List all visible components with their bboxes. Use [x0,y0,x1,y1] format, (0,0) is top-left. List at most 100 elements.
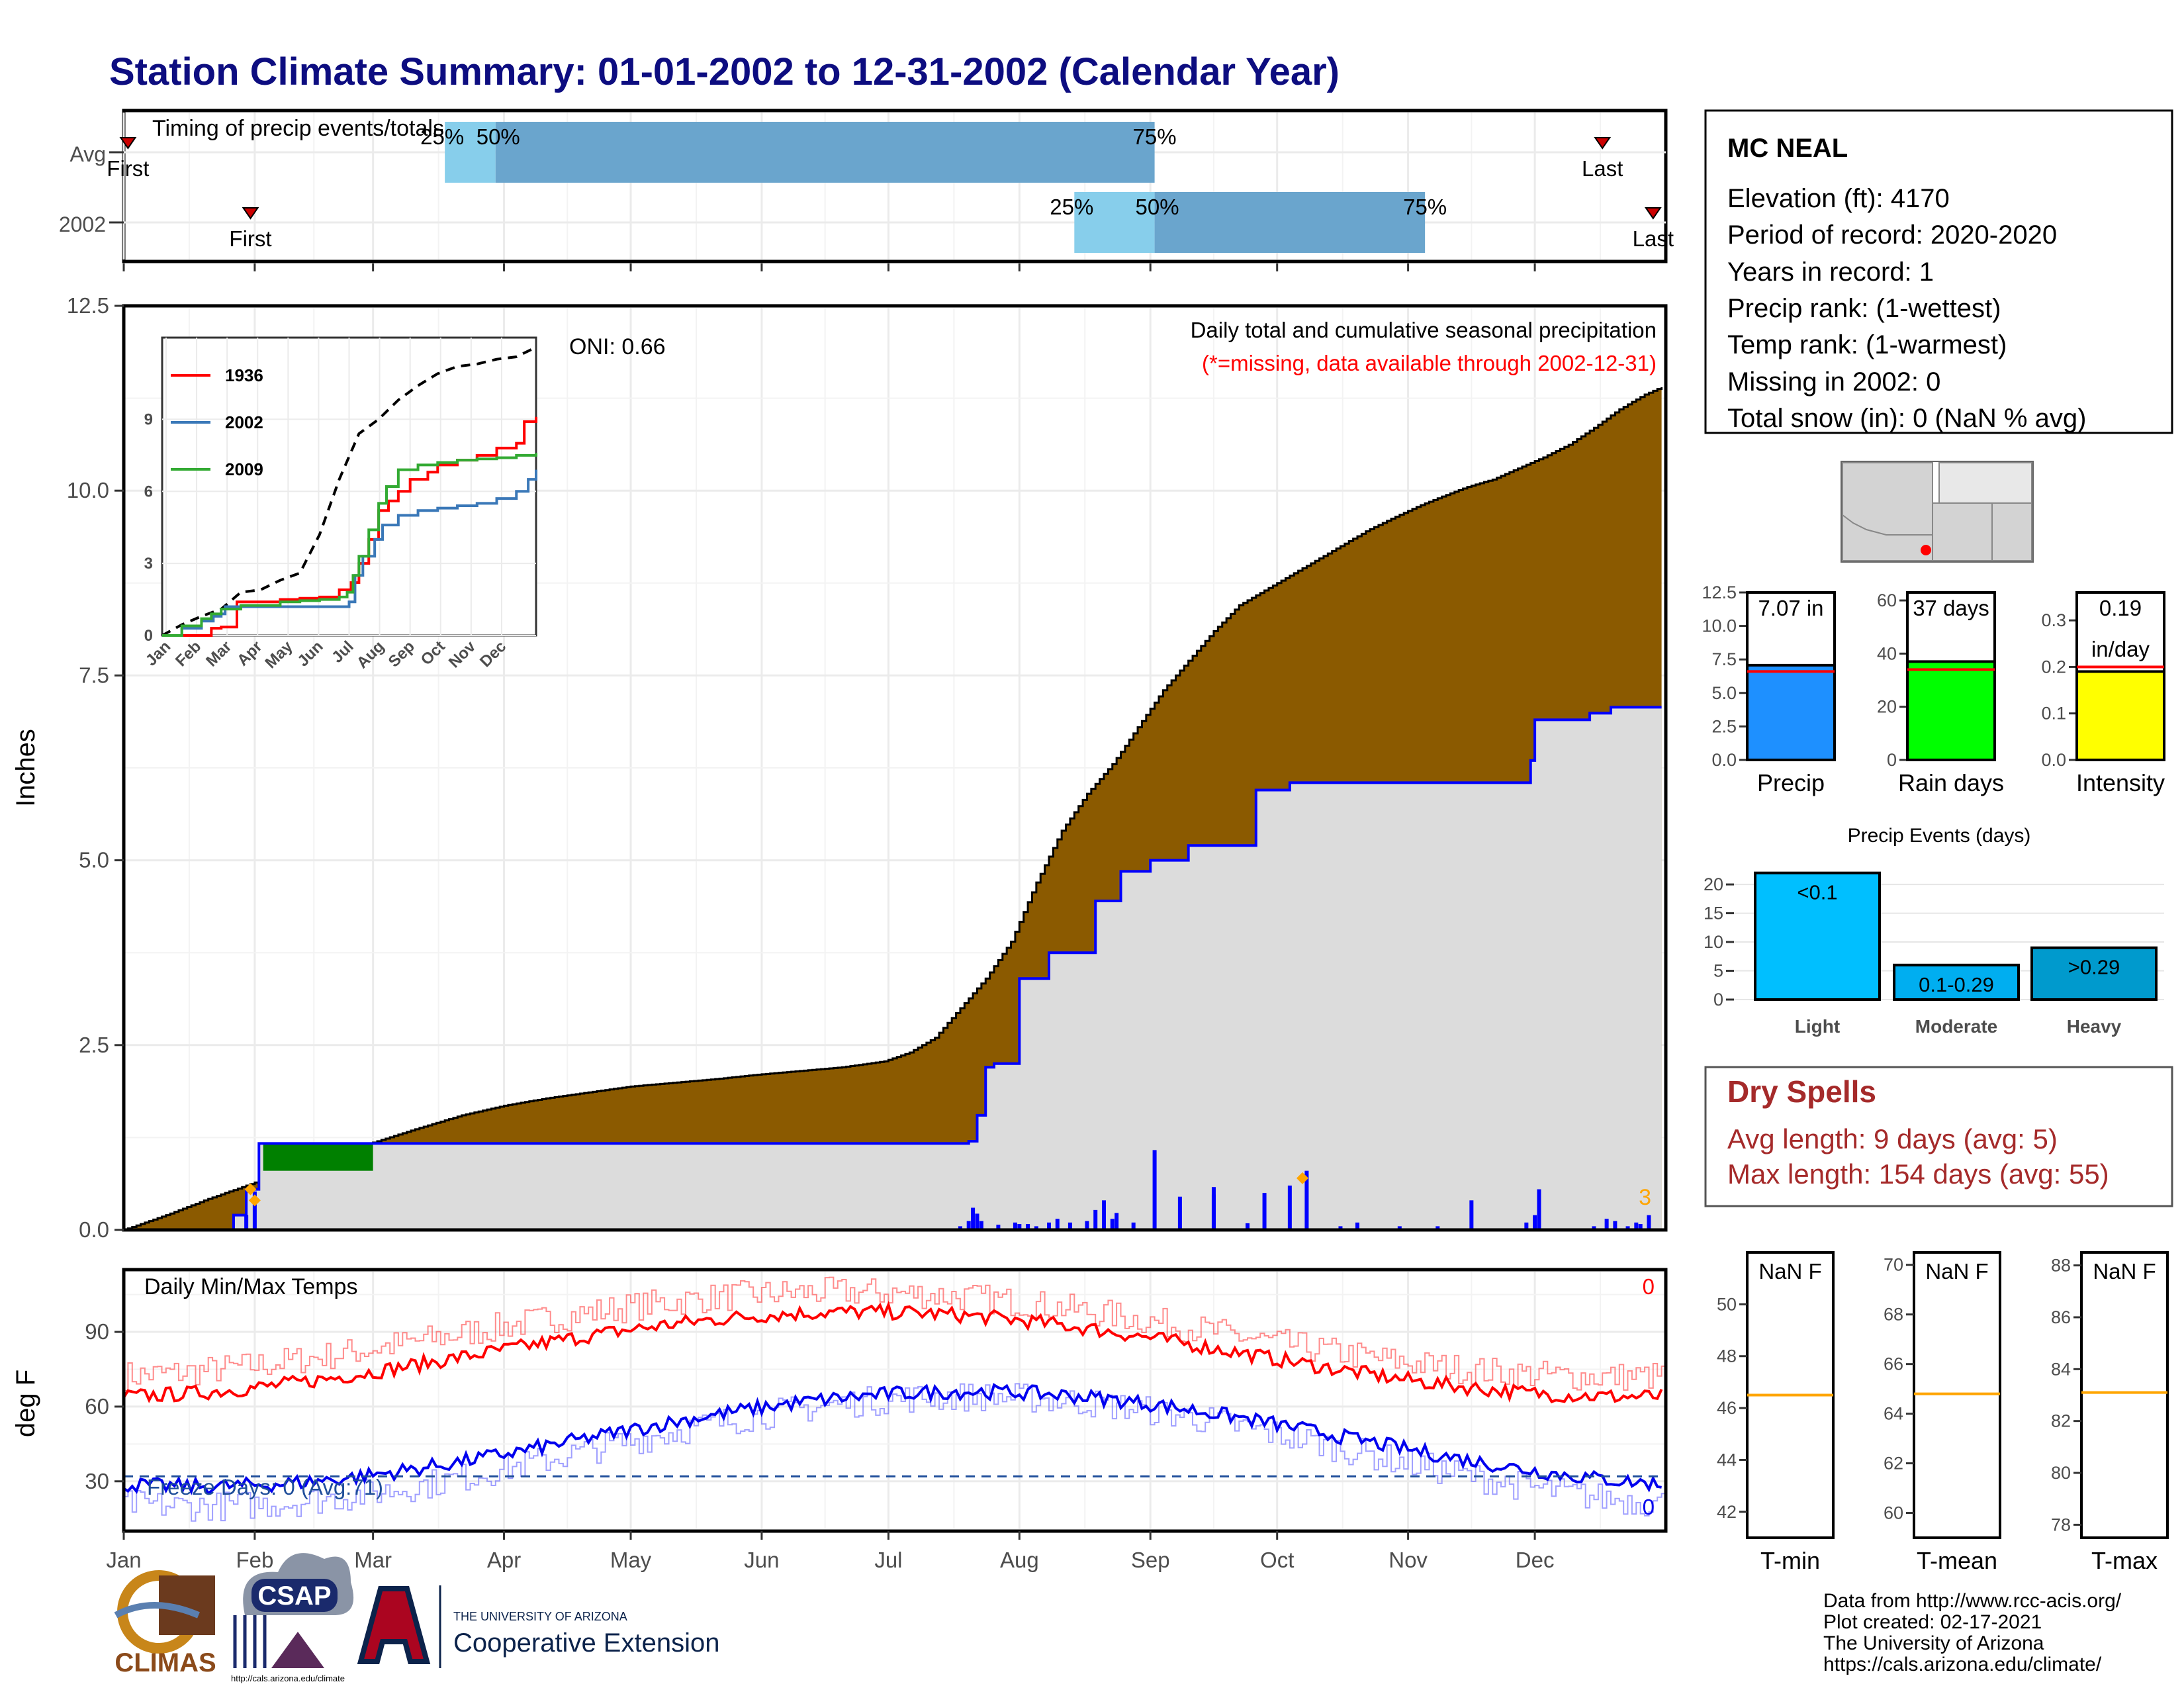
temp-panel-title: Daily Min/Max Temps [144,1274,357,1299]
mini-y-tick-label: 10.0 [1702,616,1737,636]
daily-precip-bar [1338,1226,1343,1230]
mini-value-bar [2075,670,2165,761]
mini-y-tick-label: 0.0 [2041,750,2066,770]
inset-y-tick-label: 0 [144,627,153,645]
events-bar [1893,963,2020,1001]
temp-box-y-tick-label: 50 [1717,1294,1737,1314]
max-temp-record-line [124,1276,1666,1391]
ua-logo-mark [357,1586,431,1664]
station-elevation: Elevation (ft): 4170 [1727,184,1950,213]
precip-y-tick-label: 10.0 [67,478,109,502]
precip-y-tick-label: 2.5 [79,1033,109,1057]
temp-plot-area [122,1276,1666,1522]
mini-y-tick-label: 12.5 [1702,583,1737,602]
mini-y-tick-label: 0.2 [2041,657,2066,677]
month-tick-label: Feb [236,1548,273,1572]
daily-precip-bar [1435,1226,1440,1230]
mini-charts: 0.0 2.5 5.0 7.5 10.0 12.5 7.07 in Precip 0 20 40 60… [1702,583,2165,796]
csap-logo-bars [233,1615,267,1668]
precip-panel-frame [122,304,1668,1232]
dry-spells-avg-length: Avg length: 9 days (avg: 5) [1727,1123,2058,1154]
climas-logo-text: CLIMAS [114,1648,216,1677]
month-tick-label: Jan [106,1548,141,1572]
max-temp-count: 0 [1643,1274,1655,1299]
mini-y-tick-label: 0.3 [2041,610,2066,630]
mini-y-tick-label: 20 [1877,697,1897,717]
inset-legend-label: 1936 [225,365,263,385]
timing-last-marker [1644,207,1662,220]
timing-panel-title: Timing of precip events/totals [152,116,444,141]
temp-box-y-tick-label: 82 [2051,1411,2071,1431]
mini-y-tick-label: 0 [1887,750,1897,770]
mini-y-tick-label: 5.0 [1711,683,1737,703]
daily-precip-bar [1524,1222,1529,1230]
daily-precip-bar [958,1226,962,1230]
missing-data-marker [1297,1172,1309,1184]
temp-y-tick-label: 60 [85,1394,109,1419]
month-tick-label: Sep [1131,1548,1170,1572]
station-missing: Missing in 2002: 0 [1727,367,1940,397]
daily-precip-bar [979,1221,983,1230]
page-title: Station Climate Summary: 01-01-2002 to 1… [109,50,1340,93]
month-axis: Jan Feb Mar Apr May Jun Jul Aug Sep Oct Nov Dec [106,263,1554,1572]
ua-logo-small-text: THE UNIVERSITY OF ARIZONA [453,1610,627,1623]
inset-y-tick-label: 3 [144,555,153,573]
daily-precip-bar [1110,1219,1115,1230]
precip-events-chart: Precip Events (days) 0 5 10 15 20 <0.1 Light 0.… [1704,825,2164,1037]
daily-precip-bar [1638,1224,1643,1230]
daily-precip-bar [1211,1187,1216,1230]
daily-precip-bar [1152,1150,1157,1230]
month-tick-label: Jun [744,1548,779,1572]
daily-precip-bar [1026,1224,1030,1230]
temp-panel-frame [122,1268,1668,1533]
mini-y-tick-label: 40 [1877,643,1897,663]
timing-last-label: Last [1582,156,1623,181]
timing-q75-label: 75% [1403,195,1447,219]
precip-y-axis: 0.0 2.5 5.0 7.5 10.0 12.5 [67,293,124,1242]
mini-chart-frame [1746,591,1836,761]
events-bar-value-label: <0.1 [1797,881,1837,904]
temp-box-y-tick-label: 88 [2051,1256,2071,1276]
mini-chart-frame [1906,591,1996,761]
daily-precip-bar [1013,1222,1017,1230]
precip-y-tick-label: 12.5 [67,293,109,318]
mini-value-unit: in/day [2091,637,2150,661]
month-tick-label: Apr [487,1548,521,1572]
timing-last-marker [1594,137,1612,150]
events-y-tick-label: 20 [1704,874,1723,894]
inset-legend-label: 2009 [225,459,263,479]
daily-precip-bar [1397,1226,1402,1230]
temp-box-y-tick-label: 62 [1884,1454,1903,1474]
daily-precip-bar [1355,1222,1359,1230]
mini-y-tick-label: 2.5 [1711,716,1737,736]
temp-box-y-tick-label: 68 [1884,1305,1903,1325]
daily-precip-bar [1115,1213,1119,1230]
ua-logo-big-text: Cooperative Extension [453,1628,719,1658]
timing-first-marker [119,137,137,150]
daily-precip-bar [1068,1222,1072,1230]
current-cumulative-area [124,707,1662,1230]
missing-data-marker [248,1194,261,1207]
station-period: Period of record: 2020-2020 [1727,220,2057,250]
precip-y-tick-label: 0.0 [79,1217,109,1242]
credit-university: The University of Arizona [1823,1632,2044,1654]
timing-bar-q50-q75 [1154,192,1426,253]
events-bar-value-label: >0.29 [2068,956,2120,979]
timing-bars [445,122,1426,253]
events-bar-category-label: Heavy [2067,1016,2122,1037]
temp-y-axis-title: deg F [11,1370,40,1437]
events-y-tick-label: 15 [1704,904,1723,923]
credit-data-source: Data from http://www.rcc-acis.org/ [1823,1590,2122,1612]
freeze-days-label: Freeze Days: 0 (Avg:71) [147,1475,383,1499]
dry-spells-panel: Dry Spells Avg length: 9 days (avg: 5) M… [1704,1066,2173,1207]
daily-precip-bar [252,1191,257,1230]
temp-box-value-label: NaN F [2093,1259,2156,1284]
temp-box-y-tick-label: 70 [1884,1255,1903,1275]
logo-university-arizona: THE UNIVERSITY OF ARIZONA Cooperative Ex… [357,1585,719,1668]
station-years: Years in record: 1 [1727,258,1934,287]
temp-box-y-tick-label: 42 [1717,1502,1737,1522]
timing-panel: Timing of precip events/totals Avg 2002 … [59,109,1674,263]
month-tick-label: Aug [1000,1548,1039,1572]
timing-q25-label: 25% [420,124,464,149]
temp-box-frame [2080,1251,2169,1539]
